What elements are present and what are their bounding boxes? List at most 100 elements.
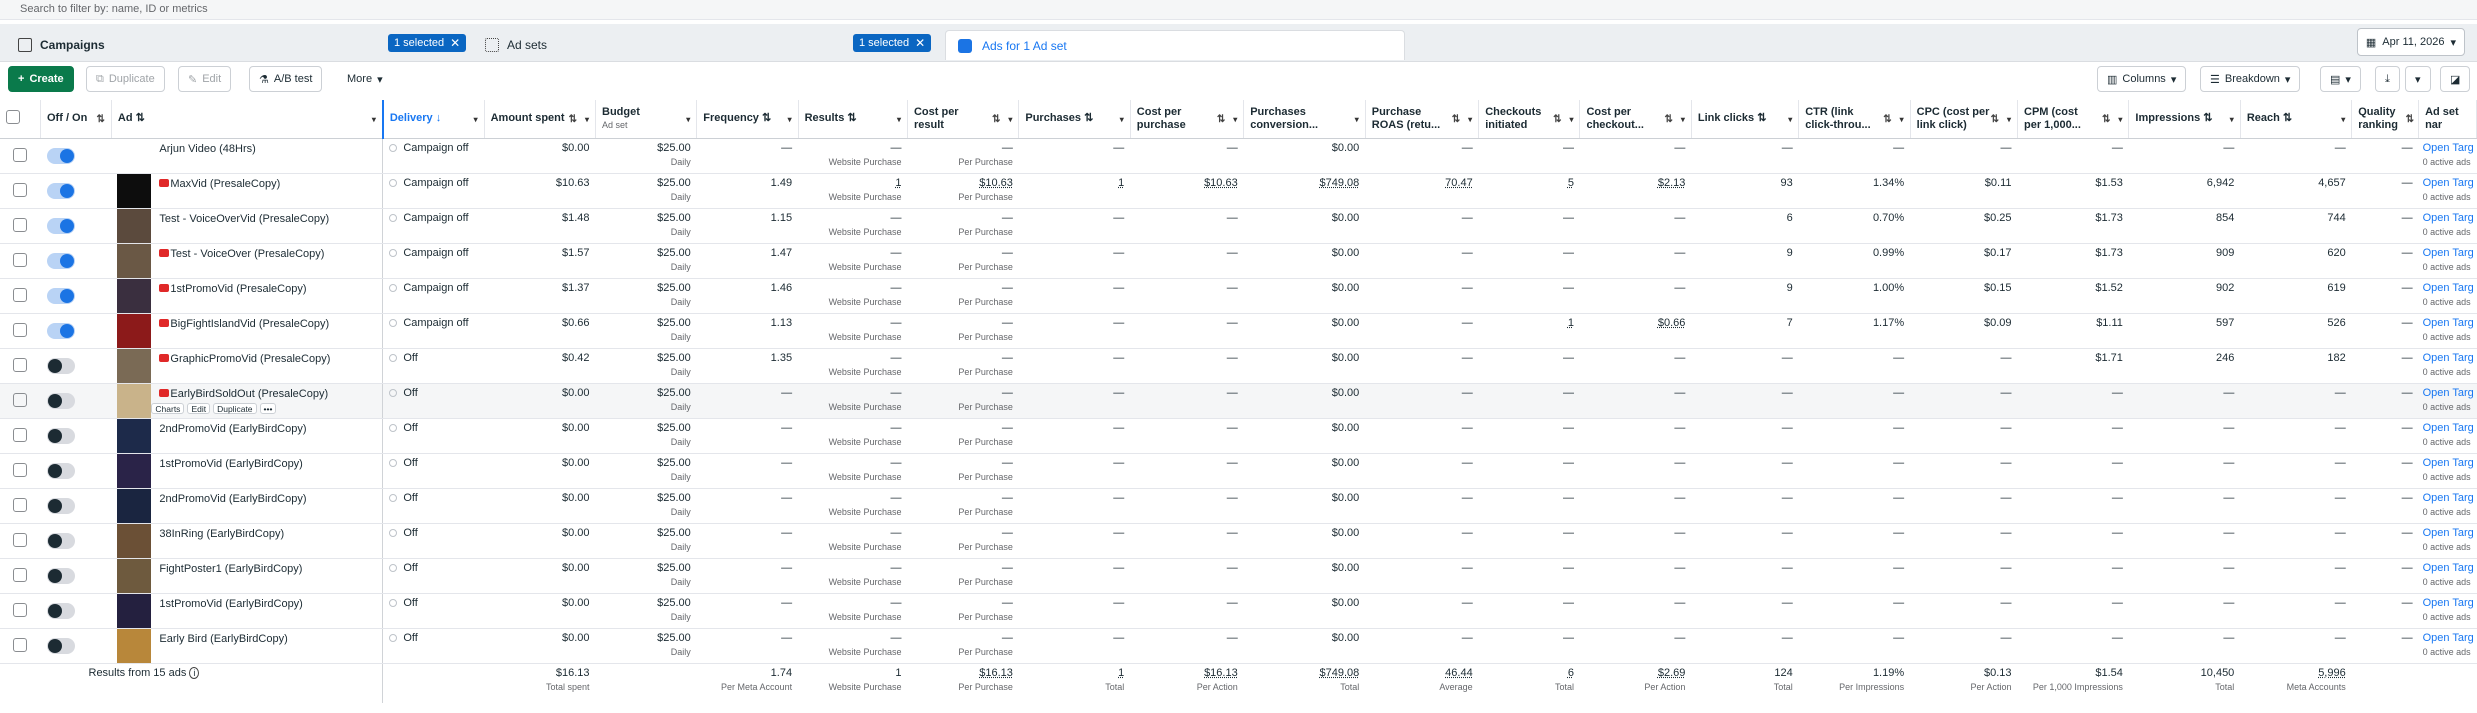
clear-campaigns-icon[interactable]: ✕ xyxy=(450,36,461,50)
ad-toggle[interactable] xyxy=(46,357,75,374)
ad-toggle[interactable] xyxy=(46,427,75,444)
info-icon[interactable]: i xyxy=(189,666,200,679)
row-checkbox[interactable] xyxy=(13,147,28,162)
row-select[interactable] xyxy=(0,558,41,594)
row-checkbox[interactable] xyxy=(13,567,28,582)
ad-toggle[interactable] xyxy=(46,147,75,164)
table-row[interactable]: 1stPromoVid (EarlyBirdCopy) Off $0.00 $25.0… xyxy=(0,453,2477,489)
row-select[interactable] xyxy=(0,348,41,384)
row-select[interactable] xyxy=(0,173,41,209)
ad-name-cell[interactable]: 2ndPromoVid (EarlyBirdCopy) xyxy=(111,488,383,524)
adset-link[interactable]: Open Targ xyxy=(2422,596,2474,609)
clear-adsets-icon[interactable]: ✕ xyxy=(915,36,926,50)
col-purchase-roas[interactable]: Purchase ROAS (retu... ⇅ ▾ xyxy=(1365,100,1480,139)
table-row[interactable]: 1stPromoVid (EarlyBirdCopy) Off $0.00 $25.0… xyxy=(0,593,2477,629)
ad-name-cell[interactable]: BigFightIslandVid (PresaleCopy) xyxy=(111,313,383,349)
col-checkouts[interactable]: Checkouts initiated ⇅ ▾ xyxy=(1478,100,1581,139)
ad-name-cell[interactable]: 1stPromoVid (EarlyBirdCopy) xyxy=(111,453,383,489)
ad-toggle[interactable] xyxy=(46,602,75,619)
ad-name[interactable]: 1stPromoVid (EarlyBirdCopy) xyxy=(159,457,303,470)
row-select[interactable] xyxy=(0,488,41,524)
col-cost-per-purchase[interactable]: Cost per purchase ⇅ ▾ xyxy=(1130,100,1245,139)
col-frequency[interactable]: Frequency ⇅ ▾ xyxy=(696,100,799,139)
adset-link[interactable]: Open Targ xyxy=(2422,176,2474,189)
adset-link[interactable]: Open Targ xyxy=(2422,631,2474,644)
row-checkbox[interactable] xyxy=(13,427,28,442)
adset-link[interactable]: Open Targ xyxy=(2422,246,2474,259)
ad-name[interactable]: 1stPromoVid (PresaleCopy) xyxy=(170,282,307,295)
charts-toggle-button[interactable]: ◪ xyxy=(2440,66,2471,92)
col-budget[interactable]: Budget Ad set ▾ xyxy=(595,100,698,139)
col-amount-spent[interactable]: Amount spent ⇅ ▾ xyxy=(484,100,597,139)
ad-name[interactable]: EarlyBirdSoldOut (PresaleCopy) xyxy=(170,387,329,400)
row-checkbox[interactable] xyxy=(13,637,28,652)
ad-name[interactable]: FightPoster1 (EarlyBirdCopy) xyxy=(159,562,303,575)
ad-name[interactable]: Test - VoiceOver (PresaleCopy) xyxy=(170,247,325,260)
col-reach[interactable]: Reach ⇅ ▾ xyxy=(2240,100,2353,139)
ad-toggle[interactable] xyxy=(46,497,75,514)
ad-toggle[interactable] xyxy=(46,252,75,269)
breakdown-button[interactable]: ☰ Breakdown ▾ xyxy=(2200,66,2301,92)
ad-name-cell[interactable]: GraphicPromoVid (PresaleCopy) xyxy=(111,348,383,384)
ad-name[interactable]: Early Bird (EarlyBirdCopy) xyxy=(159,632,288,645)
ad-toggle[interactable] xyxy=(46,462,75,479)
table-row[interactable]: 2ndPromoVid (EarlyBirdCopy) Off $0.00 $25.0… xyxy=(0,488,2477,524)
adset-link[interactable]: Open Targ xyxy=(2422,561,2474,574)
ad-name[interactable]: BigFightIslandVid (PresaleCopy) xyxy=(170,317,330,330)
col-delivery[interactable]: Delivery ↓ ▾ xyxy=(381,100,485,139)
adset-link[interactable]: Open Targ xyxy=(2422,386,2474,399)
table-row[interactable]: Test - VoiceOver (PresaleCopy) Campaign o… xyxy=(0,243,2477,279)
table-row[interactable]: Test - VoiceOverVid (PresaleCopy) Campaig… xyxy=(0,208,2477,244)
duplicate-row-button[interactable]: Duplicate xyxy=(213,402,257,414)
ad-name-cell[interactable]: Arjun Video (48Hrs) xyxy=(111,138,383,174)
col-ad[interactable]: Ad ⇅ ▾ xyxy=(111,100,384,139)
select-all-checkbox[interactable] xyxy=(6,109,20,124)
table-row[interactable]: MaxVid (PresaleCopy) Campaign off $10.63 $2… xyxy=(0,173,2477,209)
row-checkbox[interactable] xyxy=(13,602,28,617)
search-input[interactable]: Search to filter by: name, ID or metrics xyxy=(0,0,2477,20)
ad-name[interactable]: 38InRing (EarlyBirdCopy) xyxy=(159,527,285,540)
row-checkbox[interactable] xyxy=(13,462,28,477)
adset-link[interactable]: Open Targ xyxy=(2422,456,2474,469)
table-row[interactable]: BigFightIslandVid (PresaleCopy) Campaign … xyxy=(0,313,2477,349)
ad-name-cell[interactable]: FightPoster1 (EarlyBirdCopy) xyxy=(111,558,383,594)
table-row[interactable]: 38InRing (EarlyBirdCopy) Off $0.00 $25.00 Da… xyxy=(0,523,2477,559)
col-link-clicks[interactable]: Link clicks ⇅ ▾ xyxy=(1691,100,1800,139)
table-row[interactable]: FightPoster1 (EarlyBirdCopy) Off $0.00 $25.… xyxy=(0,558,2477,594)
adset-link[interactable]: Open Targ xyxy=(2422,141,2474,154)
row-checkbox[interactable] xyxy=(13,497,28,512)
col-purchases[interactable]: Purchases ⇅ ▾ xyxy=(1018,100,1131,139)
row-checkbox[interactable] xyxy=(13,182,28,197)
row-select[interactable] xyxy=(0,453,41,489)
col-cost-per-checkout[interactable]: Cost per checkout... ⇅ ▾ xyxy=(1579,100,1692,139)
ad-toggle[interactable] xyxy=(46,322,75,339)
col-cpc[interactable]: CPC (cost per link click) ⇅ ▾ xyxy=(1910,100,2019,139)
adset-link[interactable]: Open Targ xyxy=(2422,421,2474,434)
ad-name[interactable]: 2ndPromoVid (EarlyBirdCopy) xyxy=(159,422,307,435)
adset-link[interactable]: Open Targ xyxy=(2422,351,2474,364)
ad-name[interactable]: 1stPromoVid (EarlyBirdCopy) xyxy=(159,597,303,610)
ad-toggle[interactable] xyxy=(46,392,75,409)
ad-name-cell[interactable]: Test - VoiceOverVid (PresaleCopy) xyxy=(111,208,383,244)
col-results[interactable]: Results ⇅ ▾ xyxy=(798,100,908,139)
ad-name-cell[interactable]: 2ndPromoVid (EarlyBirdCopy) xyxy=(111,418,383,454)
select-all-header[interactable] xyxy=(0,100,41,139)
ad-name-cell[interactable]: MaxVid (PresaleCopy) xyxy=(111,173,383,209)
col-cpm[interactable]: CPM (cost per 1,000... ⇅ ▾ xyxy=(2017,100,2130,139)
duplicate-button[interactable]: ⧉ Duplicate xyxy=(86,66,165,92)
row-select[interactable] xyxy=(0,628,41,664)
row-select[interactable] xyxy=(0,278,41,314)
row-select[interactable] xyxy=(0,208,41,244)
ad-toggle[interactable] xyxy=(46,637,75,654)
table-row[interactable]: GraphicPromoVid (PresaleCopy) Off $0.42 $25… xyxy=(0,348,2477,384)
ad-name-cell[interactable]: Test - VoiceOver (PresaleCopy) xyxy=(111,243,383,279)
more-actions-icon[interactable]: ••• xyxy=(259,402,277,414)
adset-link[interactable]: Open Targ xyxy=(2422,281,2474,294)
row-select[interactable] xyxy=(0,593,41,629)
ad-name[interactable]: Arjun Video (48Hrs) xyxy=(159,142,256,155)
adset-link[interactable]: Open Targ xyxy=(2422,491,2474,504)
tab-campaigns[interactable]: Campaigns xyxy=(18,30,105,60)
create-button[interactable]: + Create xyxy=(8,66,74,92)
ad-toggle[interactable] xyxy=(46,182,75,199)
date-range-button[interactable]: ▦ Apr 11, 2026 ▾ xyxy=(2356,28,2465,56)
